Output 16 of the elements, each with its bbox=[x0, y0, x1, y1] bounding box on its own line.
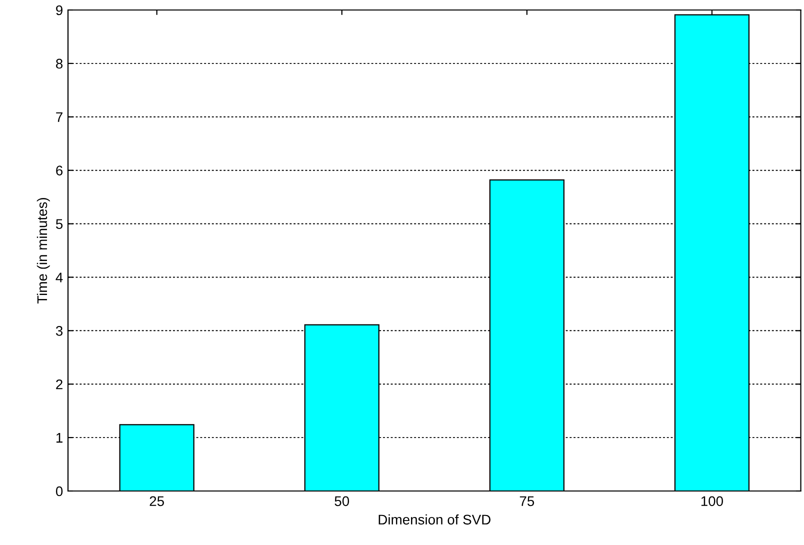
x-tick-label: 25 bbox=[150, 496, 164, 506]
x-tick-label: 75 bbox=[520, 496, 534, 506]
y-tick-label: 2 bbox=[56, 379, 62, 390]
y-tick-label: 1 bbox=[56, 433, 62, 443]
y-tick-label: 8 bbox=[56, 58, 63, 69]
y-tick-label: 9 bbox=[56, 5, 62, 16]
y-tick-label: 6 bbox=[56, 166, 63, 176]
y-tick-label: 3 bbox=[56, 326, 63, 336]
x-tick-label: 50 bbox=[334, 496, 350, 506]
y-tick-label: 0 bbox=[56, 486, 63, 496]
x-axis-title: Dimension of SVD bbox=[378, 514, 490, 525]
y-tick-label: 7 bbox=[56, 112, 62, 122]
y-tick-label: 4 bbox=[56, 272, 63, 282]
y-axis-title: Time (in minutes) bbox=[36, 198, 50, 304]
x-tick-label: 100 bbox=[701, 496, 724, 506]
y-tick-label: 5 bbox=[56, 219, 63, 229]
